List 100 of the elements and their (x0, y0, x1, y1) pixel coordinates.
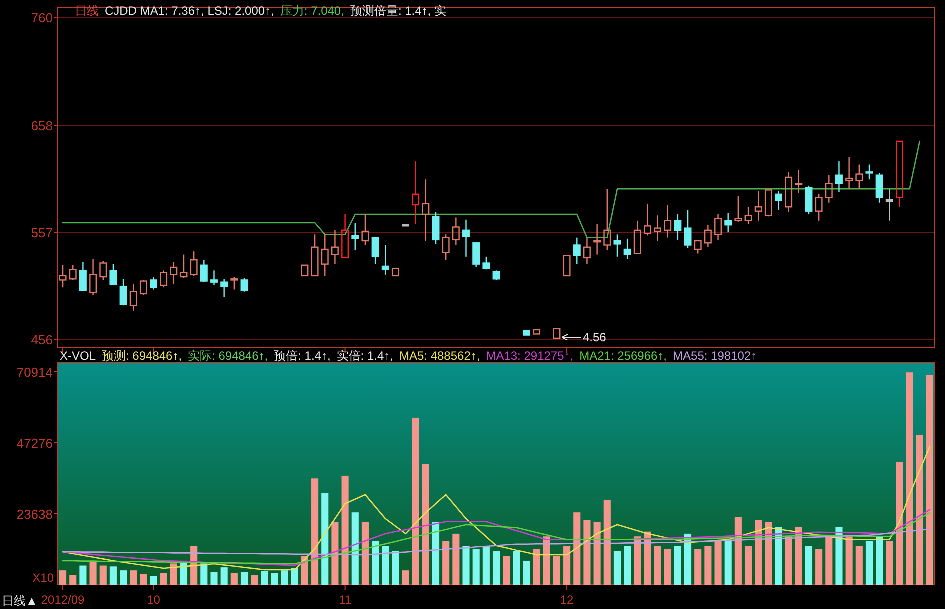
candlestick (754, 190, 762, 222)
bar (482, 546, 490, 585)
bar (432, 522, 440, 585)
bar (210, 572, 218, 585)
annotation: 预倍: 1.4↑, (274, 349, 331, 363)
bar (251, 575, 258, 585)
y-tick-label: 23638 (16, 506, 53, 522)
bar (614, 551, 621, 585)
candlestick (452, 217, 460, 246)
bar (755, 520, 762, 585)
bar (714, 541, 722, 585)
bar (584, 520, 591, 585)
text: MA21: 256966↑, (580, 349, 668, 363)
bar (140, 574, 148, 585)
bar (110, 566, 117, 585)
annotation: 4.56 (582, 330, 607, 345)
bar (553, 556, 561, 585)
text: MA5: 488562↑, (399, 349, 480, 363)
bar (704, 546, 712, 585)
candlestick (90, 258, 98, 296)
bar (564, 546, 571, 585)
x-tick-label: 11 (339, 593, 352, 607)
bar (523, 560, 530, 585)
bar (744, 546, 752, 585)
candlestick (584, 237, 591, 265)
annotation: CJDD MA1: 7.36↑, LSJ: 2.000↑, (105, 4, 274, 18)
bar (402, 570, 410, 585)
bar (392, 551, 400, 585)
bar (513, 551, 520, 585)
bar (734, 517, 742, 585)
bar (694, 549, 702, 585)
bar (422, 464, 430, 585)
bar (322, 493, 329, 585)
bar (604, 500, 611, 585)
line-series (62, 528, 931, 556)
bar (271, 573, 278, 585)
bar (120, 570, 128, 585)
bar (916, 435, 924, 585)
candlestick (594, 223, 602, 256)
bar (281, 570, 288, 585)
annotation: 实倍: 1.4↑, (336, 349, 394, 363)
candlestick (210, 270, 218, 286)
bar (574, 512, 581, 585)
bar (634, 536, 642, 585)
bar (795, 527, 802, 585)
bar (785, 536, 792, 585)
candlestick (825, 174, 833, 204)
bar (805, 546, 813, 585)
bar (664, 549, 672, 585)
candlestick (220, 278, 228, 298)
bar (362, 522, 369, 585)
bar (654, 546, 662, 585)
annotation: 实际: 694846↑, (188, 349, 268, 363)
candlestick (412, 160, 420, 225)
bar (372, 541, 380, 585)
candlestick (654, 215, 662, 242)
bar (382, 546, 390, 585)
bar (674, 546, 682, 585)
bar (291, 568, 298, 585)
bar (886, 541, 894, 585)
line-series (62, 446, 931, 571)
y-tick-label: 70914 (16, 364, 53, 380)
x-tick-label: 2012/09 (41, 593, 86, 607)
candlestick (150, 276, 158, 290)
candlestick (836, 160, 843, 193)
bar (896, 462, 904, 585)
y-tick-label: 47276 (16, 436, 53, 451)
text: 日线▲ (2, 594, 38, 608)
bar (240, 572, 248, 585)
annotation: X-VOL (60, 349, 96, 363)
bar (594, 522, 601, 585)
bar (846, 536, 853, 585)
candlestick (714, 214, 722, 241)
bar (452, 534, 460, 585)
bar (624, 546, 632, 585)
bar (200, 564, 208, 585)
bar (220, 568, 228, 585)
y-tick-label: 456 (31, 332, 53, 348)
bar (412, 418, 420, 585)
bar (765, 522, 772, 585)
bar (816, 549, 823, 585)
bar (332, 522, 339, 585)
candlestick (785, 172, 793, 214)
bar (543, 536, 550, 585)
bar (230, 573, 238, 585)
bar (70, 575, 77, 585)
y-tick-label: 658 (31, 118, 53, 134)
y-tick-label: 760 (31, 10, 53, 26)
y-tick-label: 557 (31, 226, 53, 241)
x-tick-label: 12 (560, 593, 574, 607)
bar (312, 478, 319, 585)
bar (462, 546, 470, 585)
candlestick (846, 156, 854, 190)
bar (160, 573, 168, 585)
bar (503, 556, 510, 585)
bar (90, 560, 97, 585)
bar (492, 551, 500, 585)
bar (926, 375, 934, 585)
bar (170, 564, 178, 585)
bar (342, 476, 349, 585)
